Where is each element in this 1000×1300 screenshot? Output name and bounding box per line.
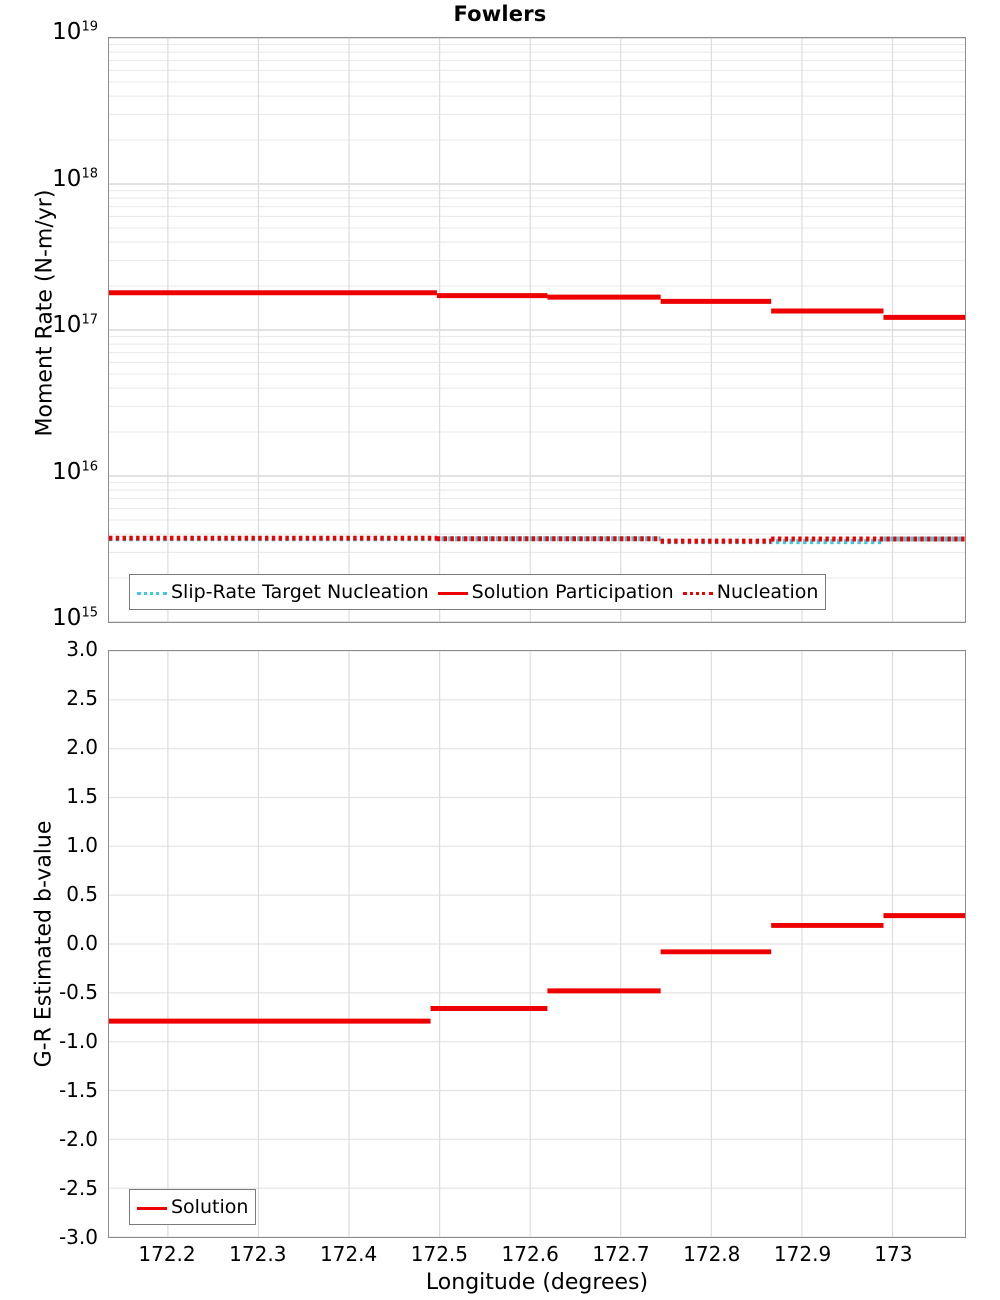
xtick-label-longitude: 172.6 <box>501 1242 559 1266</box>
legend-line-swatch-icon <box>437 585 468 599</box>
moment-rate-legend-entry[interactable]: Solution Participation <box>437 580 674 603</box>
bvalue-legend: Solution <box>129 1189 257 1225</box>
longitude-axis-title: Longitude (degrees) <box>425 1270 649 1295</box>
moment-rate-legend-entry[interactable]: Nucleation <box>682 580 819 603</box>
ytick-label-moment-rate: 1017 <box>52 312 98 338</box>
ytick-label-bvalue: 3.0 <box>66 637 98 661</box>
moment-rate-chart <box>109 38 965 622</box>
legend-label: Solution <box>171 1195 249 1218</box>
bvalue-plot-area <box>108 650 966 1238</box>
figure-title: Fowlers <box>453 2 547 26</box>
legend-label: Slip-Rate Target Nucleation <box>171 580 429 603</box>
legend-label: Solution Participation <box>471 580 674 603</box>
xtick-label-longitude: 172.2 <box>138 1242 196 1266</box>
bvalue-axis-title: G-R Estimated b-value <box>31 820 57 1068</box>
ytick-label-moment-rate: 1015 <box>52 605 98 631</box>
xtick-label-longitude: 172.9 <box>773 1242 832 1266</box>
bvalue-legend-entry[interactable]: Solution <box>137 1195 249 1218</box>
ytick-label-moment-rate: 1016 <box>52 458 98 485</box>
moment-rate-plot-area <box>108 37 966 623</box>
xtick-label-longitude: 172.8 <box>683 1242 741 1266</box>
moment-rate-axis-title: Moment Rate (N-m/yr) <box>32 189 58 437</box>
ytick-label-bvalue: 1.5 <box>66 784 98 808</box>
legend-line-swatch-icon <box>137 585 167 599</box>
xtick-label-longitude: 173 <box>874 1242 913 1266</box>
ytick-label-bvalue: -2.5 <box>58 1176 98 1200</box>
ytick-label-bvalue: 1.0 <box>66 833 98 857</box>
ytick-label-bvalue: 2.0 <box>66 735 98 759</box>
moment-rate-legend: Slip-Rate Target Nucleation Solution Part… <box>129 574 827 610</box>
xtick-label-longitude: 172.5 <box>410 1242 469 1266</box>
xtick-label-longitude: 172.4 <box>319 1242 378 1266</box>
ytick-label-bvalue: 0.5 <box>66 882 98 906</box>
ytick-label-bvalue: -3.0 <box>58 1225 98 1249</box>
bvalue-chart <box>109 651 965 1237</box>
legend-label: Nucleation <box>716 580 819 603</box>
moment-rate-legend-entry[interactable]: Slip-Rate Target Nucleation <box>137 580 429 603</box>
ytick-label-bvalue: -2.0 <box>58 1127 98 1151</box>
ytick-label-bvalue: -1.0 <box>58 1029 98 1053</box>
ytick-label-bvalue: -0.5 <box>58 980 98 1004</box>
ytick-label-moment-rate: 1018 <box>52 165 98 192</box>
legend-line-swatch-icon <box>682 585 713 599</box>
legend-line-swatch-icon <box>137 1200 167 1214</box>
xtick-label-longitude: 172.7 <box>592 1242 650 1266</box>
ytick-label-bvalue: -1.5 <box>58 1078 98 1102</box>
ytick-label-bvalue: 2.5 <box>66 686 98 710</box>
ytick-label-bvalue: 0.0 <box>66 931 98 955</box>
xtick-label-longitude: 172.3 <box>229 1242 287 1266</box>
ytick-label-moment-rate: 1019 <box>52 19 98 45</box>
